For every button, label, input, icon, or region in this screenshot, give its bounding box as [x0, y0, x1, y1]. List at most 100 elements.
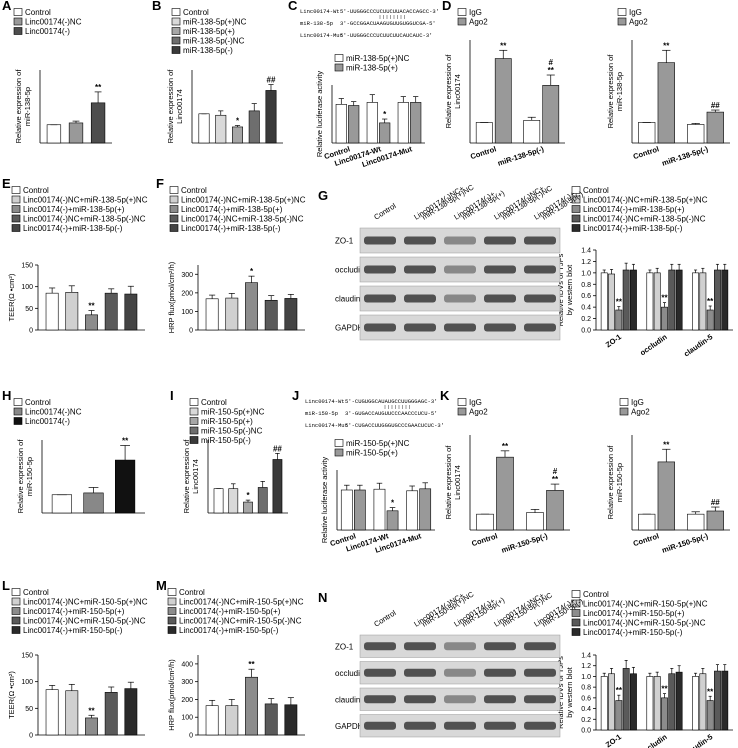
legend-label: Control	[179, 588, 205, 597]
y-tick-label: 100	[21, 679, 33, 686]
x-tick-label: miR-150-5p(-)	[500, 531, 549, 555]
bar	[714, 670, 721, 731]
blot-band	[444, 721, 476, 730]
panel-letter: L	[2, 578, 10, 593]
bar	[675, 269, 683, 331]
sequence-label: miR-138-5p	[300, 20, 333, 27]
legend-swatch	[334, 439, 344, 447]
legend-swatch	[619, 407, 629, 416]
legend-swatch	[571, 214, 581, 223]
y-tick-label: 150	[21, 653, 33, 660]
panel-letter: D	[442, 0, 451, 13]
legend-swatch	[11, 224, 21, 232]
legend-swatch	[169, 224, 179, 232]
significance-label: *	[250, 267, 254, 276]
bar	[65, 690, 79, 736]
bar	[687, 124, 705, 144]
bar	[653, 272, 661, 331]
y-axis-label: Relative expression of	[444, 445, 453, 520]
legend-label: Linc00174(-)+miR-138-5p(-)	[181, 224, 281, 233]
y-axis-label: by western blot	[565, 666, 574, 717]
bar	[496, 456, 514, 531]
significance-label: ##	[273, 444, 282, 453]
legend-label: Control	[583, 186, 609, 195]
legend-label: Ago2	[469, 408, 488, 417]
bar	[600, 272, 608, 331]
significance-label: **	[500, 41, 507, 50]
y-tick-label: 0.0	[581, 728, 591, 735]
bar	[46, 124, 62, 144]
legend-swatch	[617, 17, 627, 26]
x-tick-label: ZO-1	[604, 732, 623, 748]
legend-label: IgG	[631, 398, 644, 407]
bar	[232, 126, 243, 144]
bar	[646, 676, 654, 731]
panel-letter: J	[292, 388, 299, 403]
legend-label: miR-138-5p(+)	[346, 64, 398, 73]
significance-label: **	[122, 436, 129, 445]
legend-label: Control	[25, 8, 51, 17]
y-axis-label: TEER(Ω •cm²)	[7, 671, 16, 719]
legend-label: Linc00174(-)NC	[25, 18, 82, 27]
legend-label: IgG	[629, 8, 642, 17]
bar	[706, 700, 714, 731]
blot-band	[484, 323, 516, 332]
legend-swatch	[11, 626, 21, 634]
blot-band	[364, 695, 396, 704]
significance-label: **	[502, 442, 509, 451]
legend-label: IgG	[469, 398, 482, 407]
legend-swatch	[11, 186, 21, 194]
legend-label: miR-138-5p(+)NC	[183, 18, 247, 27]
legend-swatch	[571, 609, 581, 617]
legend-label: miR-150-5p(+)	[201, 417, 253, 426]
legend-label: Linc00174(-)NC+miR-138-5p(-)NC	[181, 215, 304, 224]
legend-label: Control	[25, 398, 51, 407]
y-tick-label: 0.2	[581, 717, 591, 724]
significance-label: *	[383, 110, 387, 119]
bar	[653, 676, 661, 731]
x-tick-label: claudin-5	[682, 732, 714, 748]
bar	[215, 114, 227, 144]
blot-band	[524, 294, 556, 303]
y-tick-label: 300	[181, 272, 193, 279]
row-label: ZO-1	[335, 237, 354, 246]
bar	[205, 705, 219, 736]
significance-label: **	[248, 660, 255, 669]
x-tick-label: ZO-1	[604, 332, 623, 349]
y-axis-label: miR-150-5p	[25, 457, 34, 496]
blot-band	[524, 695, 556, 704]
bar	[225, 705, 239, 736]
y-tick-label: 100	[21, 284, 33, 291]
legend-label: Linc00174(-)+miR-150-5p(+)	[23, 607, 125, 616]
blot-band	[484, 695, 516, 704]
x-tick-label: claudin-5	[682, 332, 714, 358]
blot-band	[484, 721, 516, 730]
bar	[687, 513, 705, 531]
bar	[284, 704, 298, 736]
bar	[335, 104, 347, 144]
y-tick-label: 1.2	[581, 259, 591, 266]
bar	[630, 269, 637, 331]
significance-label: ##	[711, 101, 720, 110]
bar	[661, 697, 668, 731]
legend-swatch	[171, 46, 181, 54]
bar	[476, 513, 494, 531]
bar	[419, 488, 432, 531]
blot-band	[524, 265, 556, 274]
legend-label: miR-150-5p(-)	[201, 436, 251, 445]
bar	[245, 676, 258, 736]
y-axis-label: Relative expression of	[444, 54, 453, 129]
legend-swatch	[13, 407, 23, 416]
sequence-label: miR-150-5p	[305, 410, 338, 417]
blot-band	[404, 236, 436, 245]
legend-label: miR-138-5p(+)NC	[346, 54, 410, 63]
x-tick-label: miR-138-5p(-)	[661, 144, 710, 168]
legend-swatch	[571, 205, 581, 213]
bar	[373, 488, 386, 531]
legend-label: Control	[201, 398, 227, 407]
legend-swatch	[619, 398, 629, 406]
blot-band	[444, 294, 476, 303]
legend-label: miR-150-5p(+)NC	[201, 408, 265, 417]
y-axis-label: Relative luciferase activity	[315, 71, 324, 158]
blot-band	[364, 294, 396, 303]
